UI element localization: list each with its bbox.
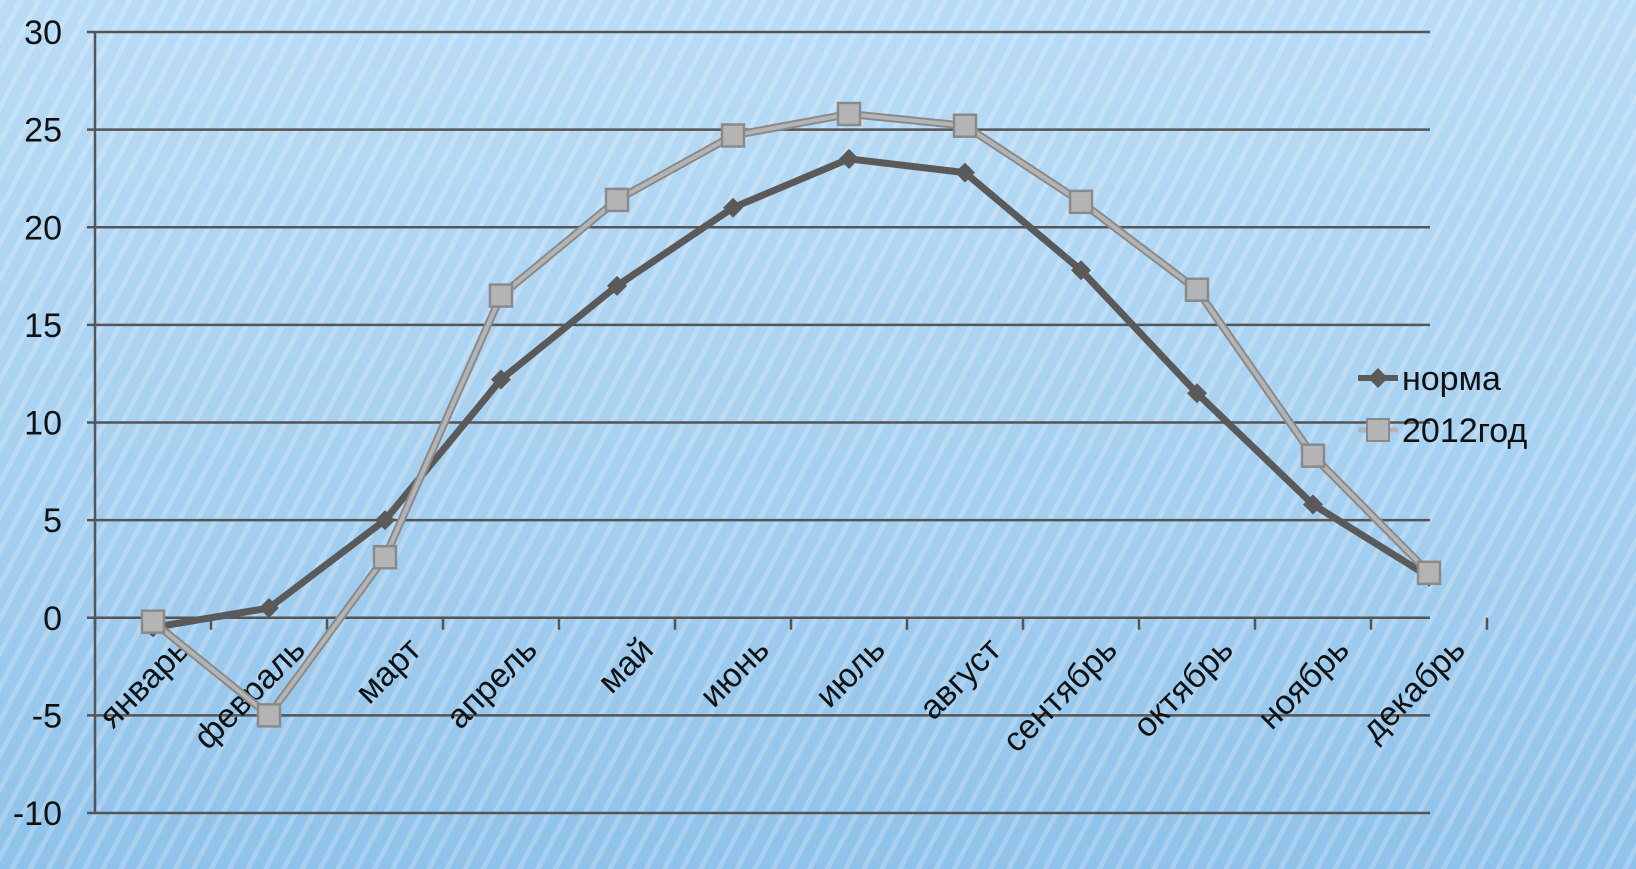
legend-item-1: 2012год bbox=[1358, 412, 1527, 450]
y-tick-label: 5 bbox=[43, 502, 62, 540]
y-tick-label: -10 bbox=[13, 795, 62, 833]
data-point-marker bbox=[607, 275, 627, 296]
data-point-marker bbox=[955, 162, 975, 183]
y-tick-label: 10 bbox=[24, 405, 62, 443]
y-axis-ticks: 30 25 20 15 10 5 0 -5 -10 bbox=[13, 14, 62, 833]
data-point-marker bbox=[488, 283, 514, 308]
data-point-marker bbox=[140, 609, 166, 634]
data-point-marker bbox=[372, 544, 398, 570]
legend-label: норма bbox=[1402, 360, 1501, 398]
legend: норма 2012год bbox=[1358, 360, 1527, 450]
data-point-marker bbox=[259, 597, 279, 618]
data-point-marker bbox=[723, 197, 743, 218]
grid-lines bbox=[95, 30, 1430, 815]
series-line-1 bbox=[151, 112, 1431, 718]
data-point-marker bbox=[1303, 494, 1323, 515]
y-tick-label: 0 bbox=[43, 600, 62, 638]
y-tick-label: 15 bbox=[24, 307, 62, 345]
data-point-marker bbox=[375, 510, 395, 531]
legend-label: 2012год bbox=[1402, 412, 1527, 450]
data-point-marker bbox=[1071, 260, 1091, 281]
y-tick-label: 30 bbox=[24, 14, 62, 52]
y-tick-label: 20 bbox=[24, 209, 62, 247]
legend-marker bbox=[1368, 368, 1388, 388]
data-point-marker bbox=[839, 148, 859, 169]
data-point-marker bbox=[1187, 383, 1207, 404]
data-point-marker bbox=[720, 123, 746, 148]
data-point-marker bbox=[1416, 560, 1442, 586]
y-tick-label: 25 bbox=[24, 112, 62, 150]
axes bbox=[87, 30, 1489, 815]
data-point-marker bbox=[1300, 443, 1326, 468]
data-point-marker bbox=[1184, 277, 1210, 302]
legend-marker bbox=[1366, 418, 1390, 442]
data-point-marker bbox=[604, 187, 630, 213]
data-point-marker bbox=[256, 703, 282, 728]
legend-item-0: норма bbox=[1358, 360, 1501, 398]
data-point-marker bbox=[1068, 189, 1094, 215]
series-line-0 bbox=[152, 155, 1431, 631]
y-tick-label: -5 bbox=[32, 697, 62, 735]
data-point-marker bbox=[836, 101, 862, 127]
data-point-marker bbox=[952, 113, 978, 138]
data-point-marker bbox=[491, 369, 511, 390]
series-layer bbox=[140, 101, 1442, 728]
